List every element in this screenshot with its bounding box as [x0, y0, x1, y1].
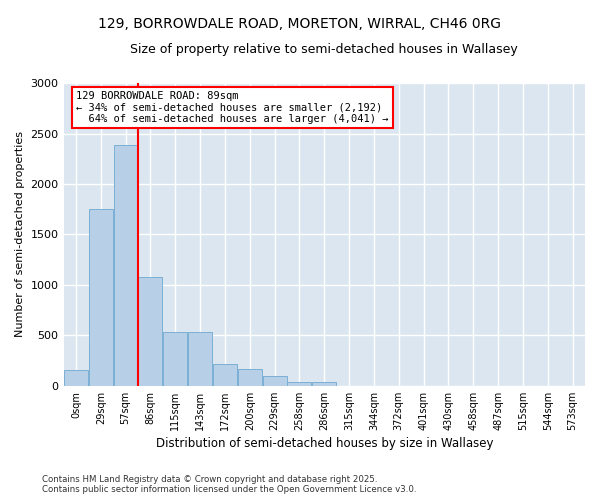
Bar: [263, 376, 287, 386]
Bar: [287, 382, 311, 386]
Bar: [238, 369, 262, 386]
Text: 129, BORROWDALE ROAD, MORETON, WIRRAL, CH46 0RG: 129, BORROWDALE ROAD, MORETON, WIRRAL, C…: [98, 18, 502, 32]
X-axis label: Distribution of semi-detached houses by size in Wallasey: Distribution of semi-detached houses by …: [155, 437, 493, 450]
Bar: [312, 382, 337, 386]
Bar: [163, 332, 187, 386]
Title: Size of property relative to semi-detached houses in Wallasey: Size of property relative to semi-detach…: [130, 42, 518, 56]
Bar: [64, 370, 88, 386]
Bar: [188, 332, 212, 386]
Y-axis label: Number of semi-detached properties: Number of semi-detached properties: [15, 132, 25, 338]
Bar: [213, 364, 237, 386]
Bar: [113, 144, 137, 386]
Text: 129 BORROWDALE ROAD: 89sqm
← 34% of semi-detached houses are smaller (2,192)
  6: 129 BORROWDALE ROAD: 89sqm ← 34% of semi…: [76, 91, 389, 124]
Text: Contains HM Land Registry data © Crown copyright and database right 2025.
Contai: Contains HM Land Registry data © Crown c…: [42, 474, 416, 494]
Bar: [89, 209, 113, 386]
Bar: [139, 277, 163, 386]
